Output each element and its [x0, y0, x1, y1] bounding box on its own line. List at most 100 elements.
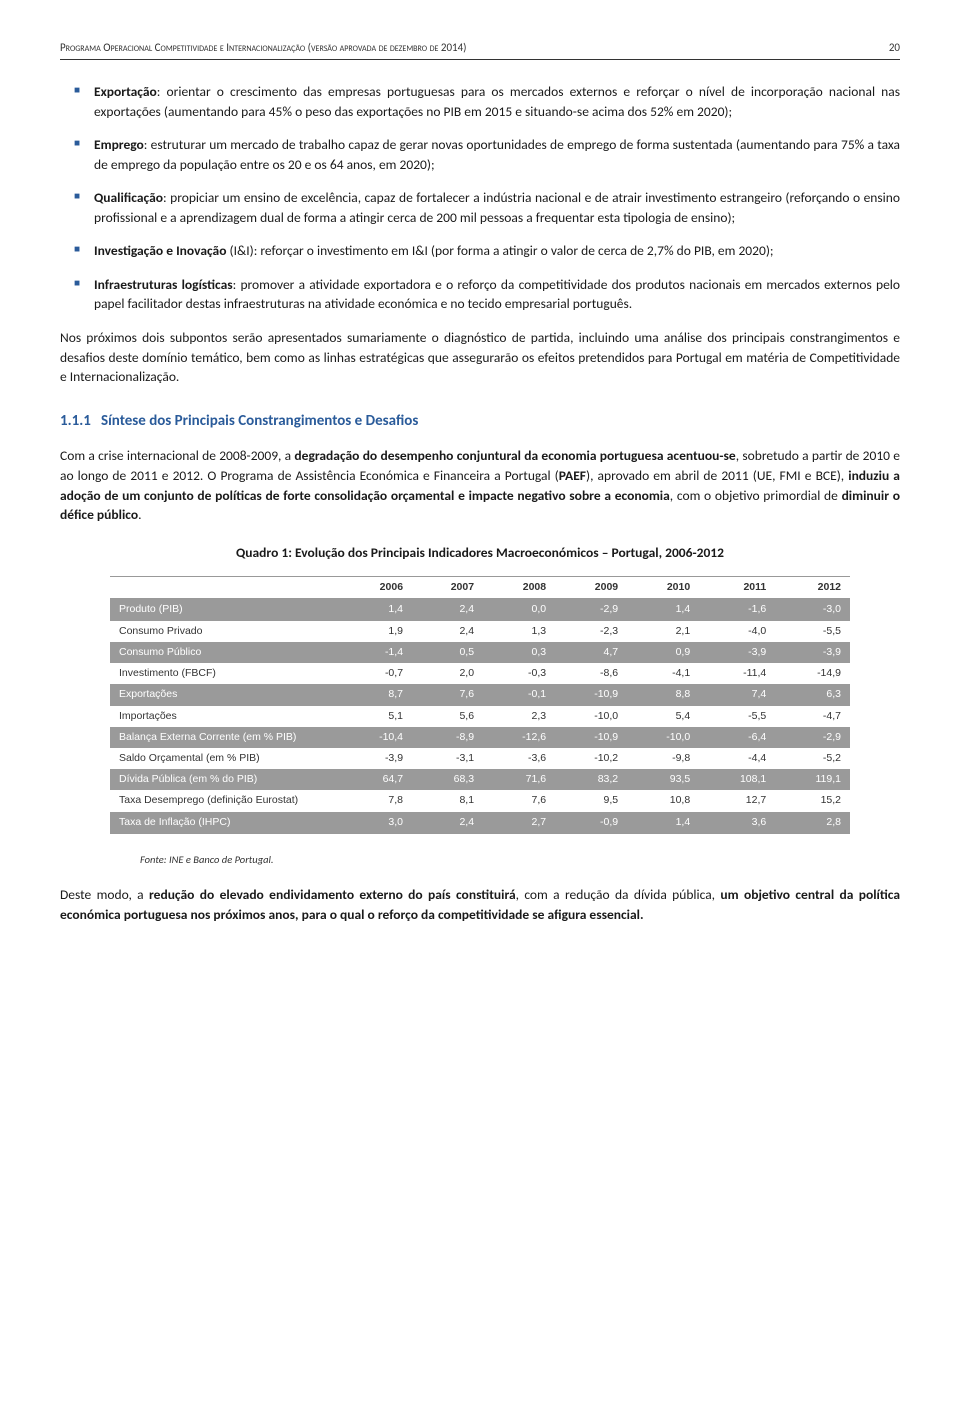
text-bold: redução do elevado endividamento externo…	[149, 886, 516, 903]
text-fragment: Com a crise internacional de 2008-2009, …	[60, 447, 294, 464]
table-cell: 12,7	[699, 790, 775, 811]
table-body: Produto (PIB)1,42,40,0-2,91,4-1,6-3,0Con…	[110, 599, 850, 833]
table-cell: 7,8	[340, 790, 412, 811]
table-cell: 83,2	[555, 769, 627, 790]
table-cell: Balança Externa Corrente (em % PIB)	[110, 727, 340, 748]
table-cell: 1,4	[627, 812, 699, 834]
table-cell: -0,9	[555, 812, 627, 834]
table-cell: 2,4	[412, 812, 483, 834]
bullet-label: Emprego	[94, 136, 144, 153]
table-cell: -2,3	[555, 621, 627, 642]
table-cell: 0,9	[627, 642, 699, 663]
table-cell: -3,0	[775, 599, 850, 621]
list-item: Investigação e Inovação (I&I): reforçar …	[94, 241, 900, 261]
table-cell: Importações	[110, 706, 340, 727]
table-source: Fonte: INE e Banco de Portugal.	[140, 852, 900, 867]
table-cell: 1,4	[340, 599, 412, 621]
table-cell: 2,0	[412, 663, 483, 684]
text-fragment: ), aprovado em abril de 2011 (UE, FMI e …	[586, 467, 848, 484]
table-cell: 6,3	[775, 684, 850, 705]
table-cell: Investimento (FBCF)	[110, 663, 340, 684]
table-row: Balança Externa Corrente (em % PIB)-10,4…	[110, 727, 850, 748]
table-cell: -5,2	[775, 748, 850, 769]
table-cell: 108,1	[699, 769, 775, 790]
table-cell: -9,8	[627, 748, 699, 769]
table-cell: -10,9	[555, 684, 627, 705]
table-cell: 119,1	[775, 769, 850, 790]
table-row: Consumo Público-1,40,50,34,70,9-3,9-3,9	[110, 642, 850, 663]
table-cell: 5,1	[340, 706, 412, 727]
table-row: Produto (PIB)1,42,40,0-2,91,4-1,6-3,0	[110, 599, 850, 621]
text-fragment: , com a redução da dívida pública,	[516, 886, 721, 903]
table-cell: -4,1	[627, 663, 699, 684]
table-cell: -2,9	[775, 727, 850, 748]
table-cell: -0,3	[483, 663, 555, 684]
table-cell: -3,1	[412, 748, 483, 769]
table-cell: Taxa de Inflação (IHPC)	[110, 812, 340, 834]
objectives-list: Exportação: orientar o crescimento das e…	[60, 82, 900, 314]
table-cell: 2,4	[412, 599, 483, 621]
bullet-text: : orientar o crescimento das empresas po…	[94, 83, 900, 120]
table-cell: 8,7	[340, 684, 412, 705]
text-bold: PAEF	[559, 467, 586, 484]
table-header-cell: 2006	[340, 577, 412, 599]
table-cell: 4,7	[555, 642, 627, 663]
table-cell: -11,4	[699, 663, 775, 684]
text-fragment: Deste modo, a	[60, 886, 149, 903]
text-fragment: .	[138, 506, 141, 523]
table-cell: -1,6	[699, 599, 775, 621]
table-cell: -3,6	[483, 748, 555, 769]
table-cell: 2,3	[483, 706, 555, 727]
paragraph-conclusion: Deste modo, a redução do elevado endivid…	[60, 885, 900, 924]
table-row: Consumo Privado1,92,41,3-2,32,1-4,0-5,5	[110, 621, 850, 642]
table-header-cell: 2011	[699, 577, 775, 599]
page-number: 20	[889, 40, 900, 56]
table-header-cell: 2007	[412, 577, 483, 599]
table-cell: -8,6	[555, 663, 627, 684]
table-cell: -10,2	[555, 748, 627, 769]
list-item: Qualificação: propiciar um ensino de exc…	[94, 188, 900, 227]
table-header-cell: 2009	[555, 577, 627, 599]
table-cell: -12,6	[483, 727, 555, 748]
table-cell: 2,8	[775, 812, 850, 834]
table-cell: 2,4	[412, 621, 483, 642]
table-cell: 5,4	[627, 706, 699, 727]
table-cell: Taxa Desemprego (definição Eurostat)	[110, 790, 340, 811]
table-cell: -10,0	[627, 727, 699, 748]
section-number: 1.1.1	[60, 412, 91, 430]
table-cell: -0,1	[483, 684, 555, 705]
table-cell: 93,5	[627, 769, 699, 790]
table-cell: 3,6	[699, 812, 775, 834]
table-cell: 8,1	[412, 790, 483, 811]
table-cell: -3,9	[340, 748, 412, 769]
table-cell: 2,1	[627, 621, 699, 642]
table-cell: -4,0	[699, 621, 775, 642]
table-row: Importações5,15,62,3-10,05,4-5,5-4,7	[110, 706, 850, 727]
table-cell: 5,6	[412, 706, 483, 727]
table-cell: -8,9	[412, 727, 483, 748]
list-item: Exportação: orientar o crescimento das e…	[94, 82, 900, 121]
table-row: Saldo Orçamental (em % PIB)-3,9-3,1-3,6-…	[110, 748, 850, 769]
macro-indicators-table: 2006200720082009201020112012 Produto (PI…	[110, 576, 850, 834]
table-cell: 0,5	[412, 642, 483, 663]
bullet-label: Exportação	[94, 83, 157, 100]
table-header-cell	[110, 577, 340, 599]
bullet-text: : estruturar um mercado de trabalho capa…	[94, 136, 900, 173]
table-header-cell: 2012	[775, 577, 850, 599]
table-row: Taxa Desemprego (definição Eurostat)7,88…	[110, 790, 850, 811]
table-cell: 7,4	[699, 684, 775, 705]
table-header: 2006200720082009201020112012	[110, 577, 850, 599]
table-cell: Saldo Orçamental (em % PIB)	[110, 748, 340, 769]
bullet-text: (I&I): reforçar o investimento em I&I (p…	[226, 242, 773, 259]
table-cell: -4,4	[699, 748, 775, 769]
table-cell: 64,7	[340, 769, 412, 790]
table-cell: -10,4	[340, 727, 412, 748]
paragraph-crisis: Com a crise internacional de 2008-2009, …	[60, 446, 900, 524]
table-cell: -14,9	[775, 663, 850, 684]
table-cell: -1,4	[340, 642, 412, 663]
table-cell: 0,3	[483, 642, 555, 663]
table-title: Quadro 1: Evolução dos Principais Indica…	[60, 543, 900, 563]
table-cell: -10,9	[555, 727, 627, 748]
page-header: Programa Operacional Competitividade e I…	[60, 40, 900, 60]
bullet-label: Investigação e Inovação	[94, 242, 226, 259]
